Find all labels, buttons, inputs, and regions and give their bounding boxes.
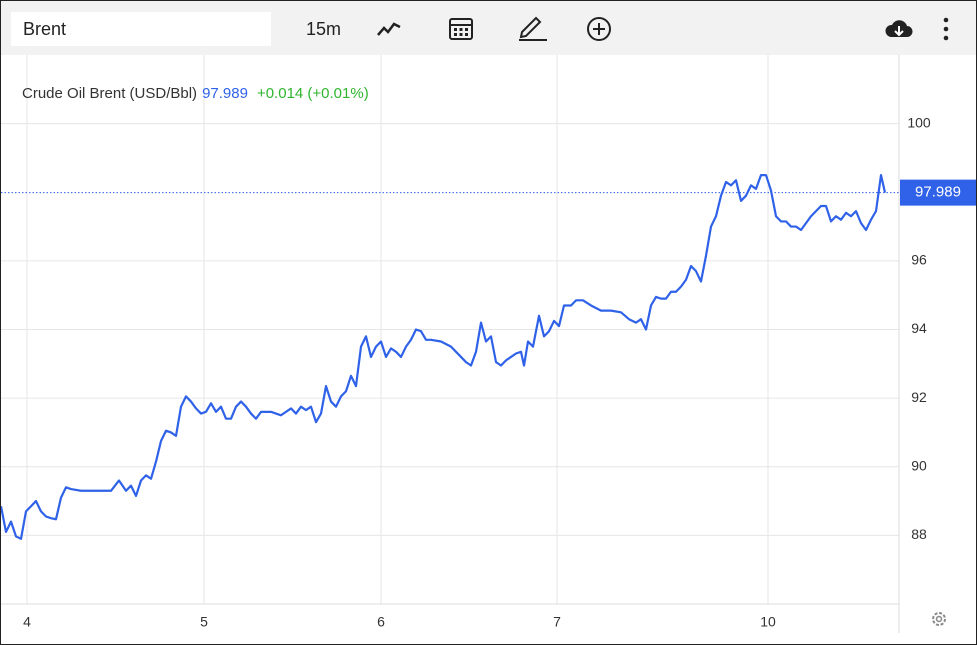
price-line bbox=[1, 173, 887, 540]
y-tick-label: 90 bbox=[911, 457, 927, 473]
series-name: Crude Oil Brent (USD/Bbl) bbox=[22, 85, 197, 102]
interval-button[interactable]: 15m bbox=[306, 19, 342, 39]
symbol-input[interactable]: Brent bbox=[11, 12, 271, 46]
calendar-icon[interactable] bbox=[447, 15, 475, 43]
add-icon[interactable] bbox=[585, 15, 613, 43]
last-price-label: 97.989 bbox=[915, 184, 961, 201]
y-tick-label: 88 bbox=[911, 526, 927, 542]
last-price-tag bbox=[900, 179, 976, 206]
x-tick-label: 4 bbox=[23, 614, 31, 630]
last-value: 97.989 bbox=[202, 85, 248, 102]
download-icon[interactable] bbox=[884, 15, 914, 43]
menu-icon[interactable] bbox=[936, 15, 956, 43]
x-tick-label: 10 bbox=[760, 614, 776, 630]
draw-icon[interactable] bbox=[517, 15, 549, 43]
y-tick-label: 92 bbox=[911, 389, 927, 405]
x-tick-label: 7 bbox=[553, 614, 561, 630]
settings-icon[interactable] bbox=[932, 612, 946, 626]
y-tick-label: 96 bbox=[911, 252, 927, 268]
y-tick-label: 94 bbox=[911, 320, 927, 336]
toolbar: Brent 15m bbox=[1, 1, 976, 55]
y-tick-label: 100 bbox=[907, 114, 931, 130]
x-tick-label: 5 bbox=[200, 614, 208, 630]
chart-type-icon[interactable] bbox=[375, 15, 403, 43]
x-tick-label: 6 bbox=[377, 614, 385, 630]
change: +0.014 (+0.01%) bbox=[257, 85, 369, 102]
